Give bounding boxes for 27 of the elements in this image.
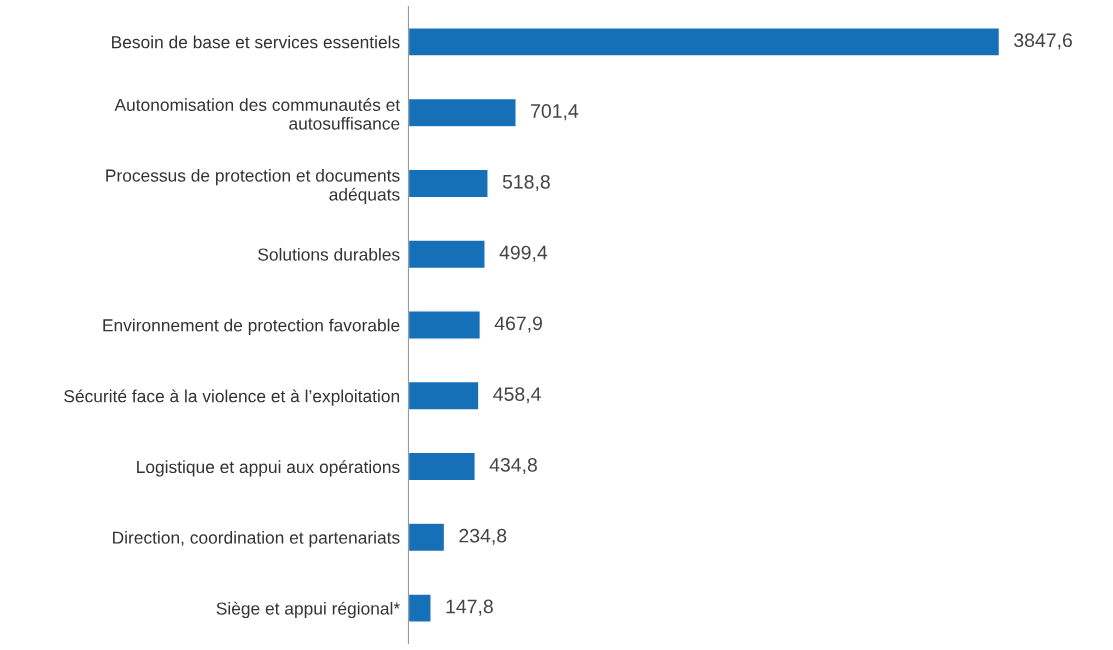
y-tick-label: Logistique et appui aux opérations xyxy=(137,460,400,477)
y-tick-label: Besoin de base et services essentiels xyxy=(112,35,400,49)
y-tick-label: Autonomisation des communautés et autosuffisance xyxy=(114,98,401,130)
bar xyxy=(408,168,489,199)
data-label: 467,9 xyxy=(494,316,542,333)
data-label: 234,8 xyxy=(459,528,507,545)
data-label: 518,8 xyxy=(502,174,550,191)
bar xyxy=(408,593,432,623)
data-label: 499,4 xyxy=(499,245,548,262)
y-tick-label: Siège et appui régional* xyxy=(216,601,400,619)
y-tick-label: Solutions durables xyxy=(258,247,400,261)
y-tick-label: Sécurité face à la violence et à l’exploitation xyxy=(64,389,400,406)
bar xyxy=(408,451,476,482)
data-label: 3847,6 xyxy=(1014,33,1072,50)
bar xyxy=(408,380,480,411)
bar xyxy=(408,97,517,128)
data-label: 701,4 xyxy=(531,104,579,121)
data-label: 434,8 xyxy=(489,458,537,475)
data-label: 458,4 xyxy=(493,387,541,404)
bar xyxy=(408,522,446,553)
y-tick-label: Environnement de protection favorable xyxy=(103,318,400,335)
data-label: 147,8 xyxy=(446,599,493,616)
bar xyxy=(408,310,482,340)
y-tick-label: Direction, coordination et partenariats xyxy=(113,531,400,548)
bar xyxy=(408,239,486,270)
y-tick-label: Processus de protection et documents adéquats xyxy=(106,168,400,205)
bar xyxy=(408,27,1001,57)
